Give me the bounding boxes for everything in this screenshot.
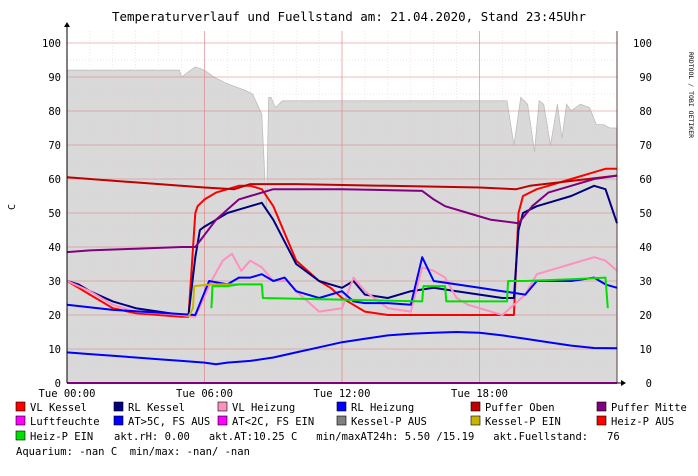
y-tick-label: 30 [48, 276, 61, 288]
legend-label: Kessel-P AUS [351, 416, 427, 428]
legend-label: Heiz-P AUS [611, 416, 674, 428]
legend: VL Kessel RL Kessel VL Heizung RL Heizung Pu… [15, 401, 687, 458]
y-tick-label-right: 80 [639, 106, 652, 118]
y-tick-label: 20 [48, 310, 61, 322]
y-axis-arrow [64, 22, 70, 27]
legend-swatch [596, 401, 607, 412]
y-tick-labels-right: 0 10 20 30 40 50 60 70 80 90 100 [633, 38, 652, 390]
x-tick-labels: Tue 00:00 Tue 06:00 Tue 12:00 Tue 18:00 [39, 388, 508, 400]
y-tick-label-right: 10 [639, 344, 652, 356]
legend-label: AT>5C, FS AUS [128, 416, 210, 428]
y-tick-label-right: 30 [639, 276, 652, 288]
x-tick-label: Tue 00:00 [39, 388, 96, 400]
y-tick-label: 10 [48, 344, 61, 356]
legend-swatch [15, 401, 26, 412]
y-tick-label: 40 [48, 242, 61, 254]
legend-swatch [113, 401, 124, 412]
legend-swatch [217, 401, 228, 412]
series-line-heiz-p-ein [210, 276, 609, 309]
series-line-puffer-oben [66, 174, 618, 191]
y-tick-labels-left: 0 10 20 30 40 50 60 70 80 90 100 [42, 38, 61, 390]
x-tick-label: Tue 18:00 [451, 388, 508, 400]
y-tick-label: 70 [48, 140, 61, 152]
legend-swatch [596, 415, 607, 426]
x-tick-label: Tue 12:00 [314, 388, 371, 400]
y-axis-label: C [7, 204, 18, 210]
y-tick-label: 0 [55, 378, 61, 390]
y-tick-label: 100 [42, 38, 61, 50]
chart-title: Temperaturverlauf und Fuellstand am: 21.… [112, 9, 587, 24]
legend-label: VL Kessel [30, 402, 87, 414]
axes [64, 22, 626, 386]
legend-swatch [336, 415, 347, 426]
legend-swatch [336, 401, 347, 412]
legend-swatch [15, 415, 26, 426]
legend-swatch [15, 430, 26, 441]
legend-label: Heiz-P EIN [30, 431, 93, 443]
legend-label: RL Kessel [128, 402, 185, 414]
series-line-at-5c-fs-aus [66, 331, 618, 366]
legend-label: Luftfeuchte [30, 416, 100, 428]
series-lines [66, 167, 618, 384]
legend-label: AT<2C, FS EIN [232, 416, 314, 428]
y-tick-label: 80 [48, 106, 61, 118]
legend-swatch [470, 415, 481, 426]
y-tick-label-right: 90 [639, 72, 652, 84]
y-tick-label: 60 [48, 174, 61, 186]
y-tick-label-right: 70 [639, 140, 652, 152]
legend-swatch [470, 401, 481, 412]
series-line-puffer-mitte [66, 174, 618, 254]
y-tick-label-right: 20 [639, 310, 652, 322]
legend-label: Kessel-P EIN [485, 416, 561, 428]
y-tick-label-right: 60 [639, 174, 652, 186]
legend-status-line: akt.rH: 0.00 akt.AT:10.25 C min/maxAT24h… [114, 431, 620, 443]
series-line-kessel-p-ein [187, 283, 262, 318]
watermark: RRDTOOL / TOBI OETIKER [687, 52, 695, 138]
y-tick-label: 50 [48, 208, 61, 220]
legend-swatch [217, 415, 228, 426]
y-tick-label-right: 100 [633, 38, 652, 50]
y-tick-label-right: 0 [646, 378, 652, 390]
legend-aquarium-line: Aquarium: -nan C min/max: -nan/ -nan [16, 446, 250, 458]
y-tick-label-right: 40 [639, 242, 652, 254]
legend-label: Puffer Oben [485, 402, 555, 414]
series-line-vl-kessel [66, 167, 617, 318]
x-tick-label: Tue 06:00 [176, 388, 233, 400]
legend-label: Puffer Mitte [611, 402, 687, 414]
x-axis-arrow [621, 380, 626, 386]
legend-label: VL Heizung [232, 402, 295, 414]
legend-swatch [113, 415, 124, 426]
y-tick-label-right: 50 [639, 208, 652, 220]
y-tick-label: 90 [48, 72, 61, 84]
legend-label: RL Heizung [351, 402, 414, 414]
